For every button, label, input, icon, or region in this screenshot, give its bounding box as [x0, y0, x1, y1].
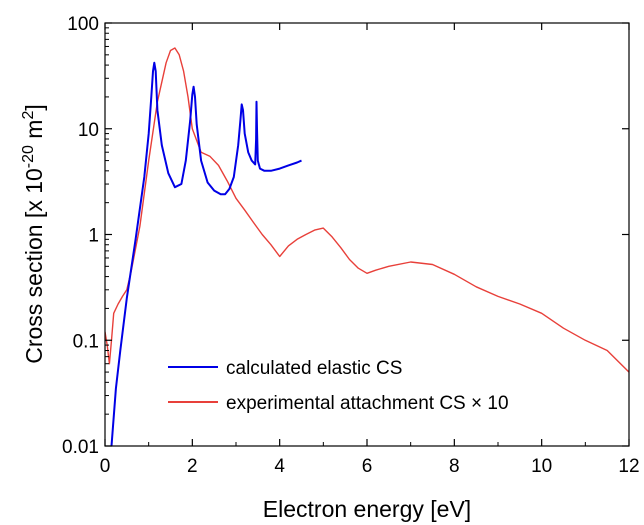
x-tick-label: 2	[187, 456, 198, 477]
x-tick-label: 12	[618, 456, 639, 477]
x-tick-label: 4	[274, 456, 285, 477]
y-tick-label: 1	[88, 226, 99, 247]
y-axis-title-unit: m	[21, 120, 47, 146]
series-layer	[105, 47, 629, 446]
y-tick-label: 0.01	[62, 437, 99, 458]
y-axis: 0.01 0.1 1 10 100	[62, 14, 629, 458]
y-axis-title-exponent: -20	[20, 145, 37, 168]
y-tick-label: 100	[67, 14, 99, 35]
x-axis: 0 2 4 6 8 10 12	[100, 23, 640, 477]
y-tick-label: 10	[78, 120, 99, 141]
y-tick-label: 0.1	[73, 331, 99, 352]
y-axis-title-main: Cross section [x 10	[21, 168, 47, 364]
x-tick-label: 10	[531, 456, 552, 477]
legend-label-experimental: experimental attachment CS × 10	[226, 393, 509, 414]
x-axis-title: Electron energy [eV]	[263, 496, 471, 522]
y-axis-title: Cross section [x 10-20 m2]	[20, 104, 47, 364]
y-axis-title-end: ]	[21, 104, 47, 110]
x-tick-label: 0	[100, 456, 111, 477]
y-axis-title-unit-exponent: 2	[20, 111, 37, 120]
series-line-calculated-elastic	[110, 61, 302, 446]
plot-frame	[104, 22, 630, 447]
series-line-experimental-attachment	[105, 47, 629, 373]
legend: calculated elastic CS experimental attac…	[168, 358, 509, 414]
x-tick-label: 8	[449, 456, 460, 477]
legend-label-calculated: calculated elastic CS	[226, 358, 402, 379]
x-tick-label: 6	[362, 456, 373, 477]
